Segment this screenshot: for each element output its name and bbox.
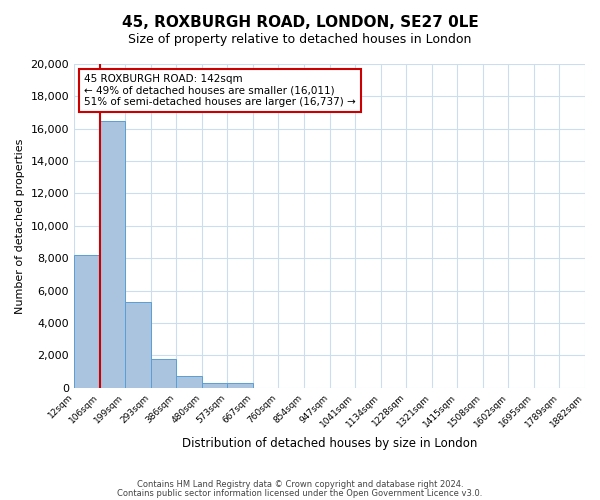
Text: 45 ROXBURGH ROAD: 142sqm
← 49% of detached houses are smaller (16,011)
51% of se: 45 ROXBURGH ROAD: 142sqm ← 49% of detach… bbox=[84, 74, 356, 107]
Bar bbox=[125, 302, 151, 388]
Text: Contains public sector information licensed under the Open Government Licence v3: Contains public sector information licen… bbox=[118, 488, 482, 498]
Text: Contains HM Land Registry data © Crown copyright and database right 2024.: Contains HM Land Registry data © Crown c… bbox=[137, 480, 463, 489]
X-axis label: Distribution of detached houses by size in London: Distribution of detached houses by size … bbox=[182, 437, 477, 450]
Y-axis label: Number of detached properties: Number of detached properties bbox=[15, 138, 25, 314]
Text: Size of property relative to detached houses in London: Size of property relative to detached ho… bbox=[128, 32, 472, 46]
Bar bbox=[227, 383, 253, 388]
Bar bbox=[151, 358, 176, 388]
Bar bbox=[100, 120, 125, 388]
Text: 45, ROXBURGH ROAD, LONDON, SE27 0LE: 45, ROXBURGH ROAD, LONDON, SE27 0LE bbox=[122, 15, 478, 30]
Bar bbox=[74, 255, 100, 388]
Bar bbox=[202, 383, 227, 388]
Bar bbox=[176, 376, 202, 388]
